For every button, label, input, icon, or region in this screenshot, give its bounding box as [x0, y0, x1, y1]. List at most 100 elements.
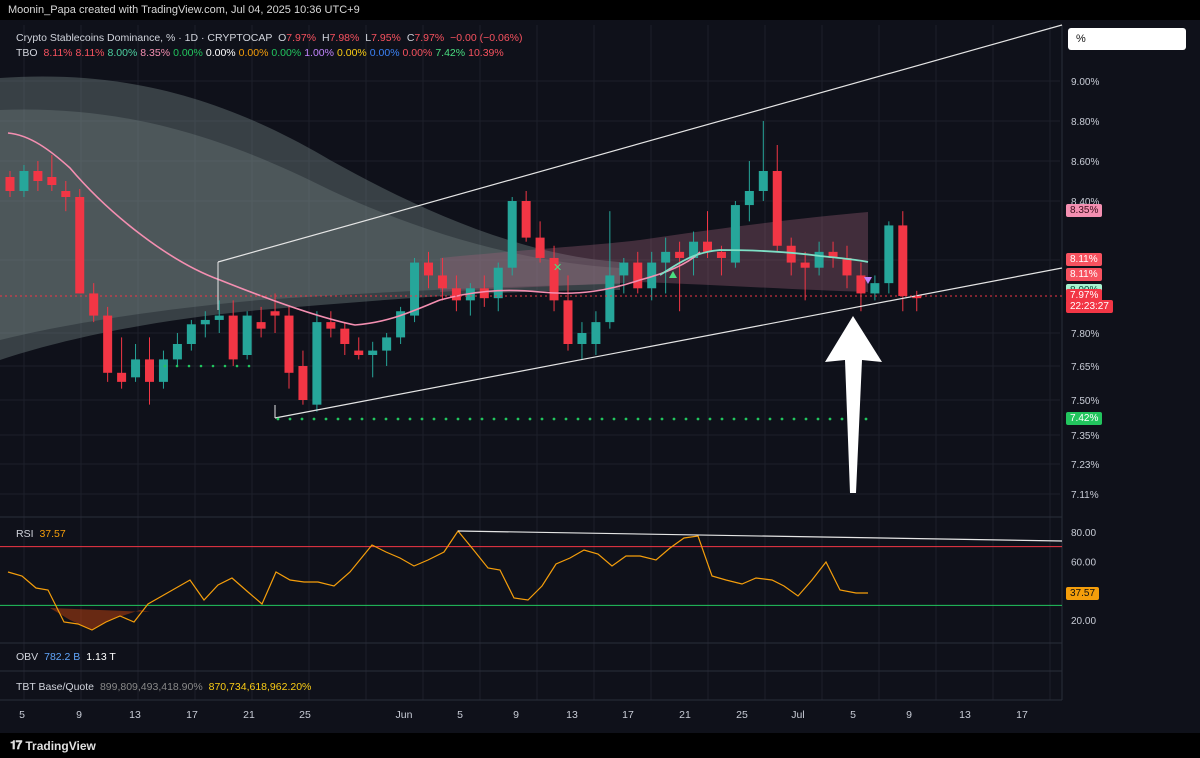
candle — [786, 237, 796, 276]
channel-lower — [274, 267, 1063, 419]
candle — [744, 161, 754, 222]
time-tick: Jul — [791, 709, 804, 721]
price-tick: 9.00% — [1071, 77, 1099, 88]
tbo-value-3: 8.35% — [140, 47, 171, 59]
tradingview-logo[interactable]: 𝟏𝟕 TradingView — [10, 738, 96, 753]
candle — [800, 251, 810, 301]
price-tick: 8.40% — [1071, 197, 1099, 208]
credit-bar: Moonin_Papa created with TradingView.com… — [0, 0, 1200, 20]
candle — [33, 161, 43, 191]
candle — [200, 311, 210, 338]
ma-teal-line — [659, 249, 869, 276]
candle — [870, 275, 880, 301]
close-value: 7.97% — [414, 32, 445, 44]
change-value: −0.00 (−0.06%) — [450, 32, 523, 44]
candle — [856, 262, 866, 312]
chart-canvas[interactable]: ✕ 9.00% 8.80% 8.60% 8.40% 8.11% 7.80% 7.65% 7.5… — [0, 20, 1200, 733]
ma-line — [7, 132, 701, 326]
tbo-value-8: 1.00% — [304, 47, 334, 59]
tbo-cloud — [0, 76, 868, 361]
low-value: 7.95% — [371, 32, 401, 44]
tbo-value-6: 0.00% — [238, 47, 269, 59]
candle — [563, 275, 573, 351]
candle — [131, 344, 141, 382]
scale-menu[interactable]: % — [1068, 28, 1186, 50]
brand-bar: 𝟏𝟕 TradingView — [0, 733, 1200, 758]
candle — [605, 211, 615, 329]
rsi-value: 37.57 — [39, 528, 66, 540]
candle — [382, 333, 392, 366]
candle — [451, 275, 461, 312]
price-label: 8.11% — [1066, 253, 1102, 266]
candles — [5, 121, 922, 412]
candle — [493, 262, 503, 312]
candle — [814, 241, 824, 276]
candle — [828, 241, 838, 268]
candle — [298, 350, 308, 405]
candle — [5, 171, 15, 197]
time-tick: 25 — [736, 709, 748, 721]
tbo-value-9: 0.00% — [336, 47, 367, 59]
candle — [270, 293, 280, 333]
candle — [117, 337, 127, 389]
candle — [396, 306, 406, 344]
candle — [619, 257, 629, 294]
time-tick: 21 — [679, 709, 691, 721]
channel-upper — [217, 24, 1063, 263]
rsi-tick: 20.00 — [1071, 616, 1096, 627]
credit-text: Moonin_Papa created with TradingView.com… — [8, 4, 360, 16]
candle — [186, 319, 196, 351]
time-tick: 21 — [243, 709, 255, 721]
time-tick: 13 — [129, 709, 141, 721]
tbt-value-1: 899,809,493,418.90% — [99, 681, 203, 693]
candle — [75, 189, 85, 294]
overlays: ✕ — [0, 24, 1063, 493]
candle — [312, 311, 322, 412]
tv-logo-icon: 𝟏𝟕 — [10, 738, 22, 752]
time-tick: 17 — [1016, 709, 1028, 721]
price-label: 22:23:27 — [1066, 299, 1113, 313]
open-label: O — [278, 32, 287, 44]
candle — [772, 145, 782, 252]
time-tick: 25 — [299, 709, 311, 721]
obv-legend: OBV 782.2 B 1.13 T — [16, 651, 116, 663]
tbt-label: TBT Base/Quote — [16, 681, 95, 693]
candle — [577, 322, 587, 360]
high-value: 7.98% — [329, 32, 360, 44]
open-value: 7.97% — [286, 32, 317, 44]
time-tick: 13 — [566, 709, 578, 721]
obv-label: OBV — [16, 651, 39, 663]
candle — [145, 337, 154, 405]
candle — [172, 333, 182, 366]
candle — [61, 181, 71, 212]
candle — [103, 306, 113, 382]
candle — [898, 211, 908, 312]
candle — [912, 290, 922, 312]
rsi-tick: 60.00 — [1071, 557, 1096, 568]
candle — [214, 300, 224, 333]
candle — [591, 311, 601, 355]
candle — [689, 231, 699, 276]
candle — [89, 283, 99, 323]
candle — [284, 306, 294, 389]
price-tick: 8.80% — [1071, 117, 1099, 128]
candle — [47, 155, 57, 191]
tbt-legend: TBT Base/Quote 899,809,493,418.90% 870,7… — [16, 681, 311, 693]
rsi-value-label: 37.57 — [1066, 587, 1100, 600]
price-tick: 8.60% — [1071, 157, 1099, 168]
price-tick: 7.80% — [1071, 329, 1099, 340]
price-tick: 7.23% — [1071, 460, 1099, 471]
candle — [340, 322, 350, 355]
rsi-label: RSI — [16, 528, 34, 540]
low-label: L — [365, 32, 372, 44]
price-tick: 7.35% — [1071, 431, 1099, 442]
time-tick: 9 — [76, 709, 82, 721]
rsi-line — [7, 529, 868, 631]
candle — [730, 201, 740, 268]
price-label: 7.42% — [1066, 411, 1103, 425]
grid — [0, 25, 1063, 701]
tbo-value-11: 0.00% — [402, 47, 433, 59]
close-label: C — [406, 32, 415, 44]
time-tick: 5 — [19, 709, 25, 721]
rsi-tick: 80.00 — [1071, 528, 1096, 539]
